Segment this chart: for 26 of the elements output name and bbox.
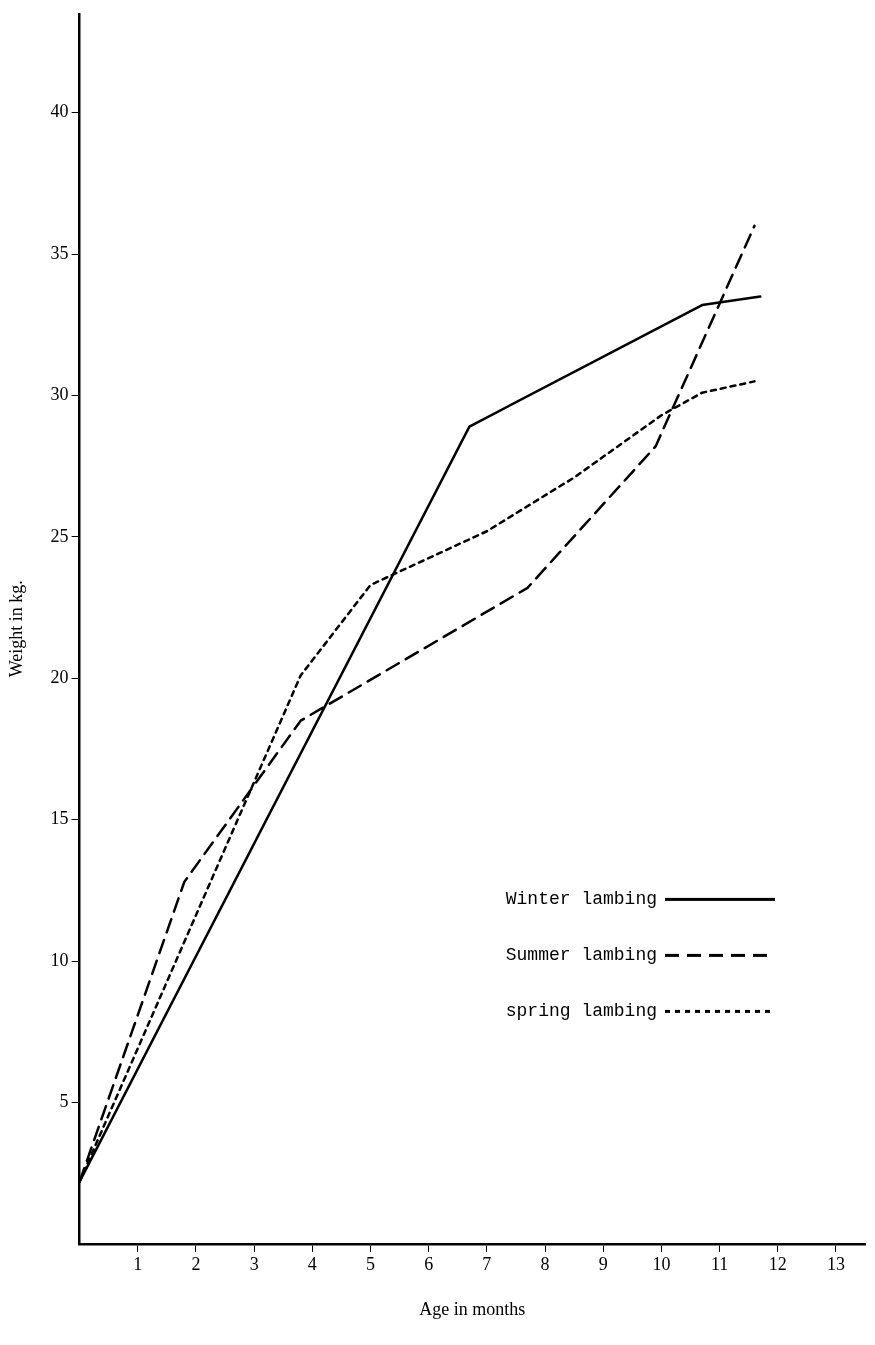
- y-tick-label: 20: [50, 667, 69, 688]
- x-tick-label: 3: [249, 1254, 259, 1275]
- x-tick-label: 9: [598, 1254, 608, 1275]
- x-tick-label: 4: [307, 1254, 317, 1275]
- y-tick-label: 5: [59, 1091, 69, 1112]
- x-tick-label: 12: [768, 1254, 787, 1275]
- y-tick-label: 35: [50, 242, 69, 263]
- x-tick-label: 11: [710, 1254, 729, 1275]
- y-tick-label: 30: [50, 384, 69, 405]
- y-axis-title: Weight in kg.: [5, 580, 26, 678]
- x-axis-title: Age in months: [419, 1298, 526, 1319]
- legend-label: spring lambing: [505, 1001, 657, 1022]
- y-tick-label: 15: [50, 808, 69, 829]
- x-tick-label: 10: [652, 1254, 671, 1275]
- x-tick-label: 8: [540, 1254, 550, 1275]
- x-tick-label: 7: [482, 1254, 492, 1275]
- y-tick-label: 40: [50, 101, 69, 122]
- y-tick-label: 25: [50, 525, 69, 546]
- y-tick-label: 10: [50, 949, 69, 970]
- x-tick-label: 13: [826, 1254, 845, 1275]
- x-tick-label: 5: [365, 1254, 375, 1275]
- x-tick-label: 6: [424, 1254, 434, 1275]
- legend-label: Winter lambing: [505, 889, 657, 910]
- legend-label: Summer lambing: [505, 945, 657, 966]
- x-tick-label: 2: [191, 1254, 201, 1275]
- x-tick-label: 1: [133, 1254, 143, 1275]
